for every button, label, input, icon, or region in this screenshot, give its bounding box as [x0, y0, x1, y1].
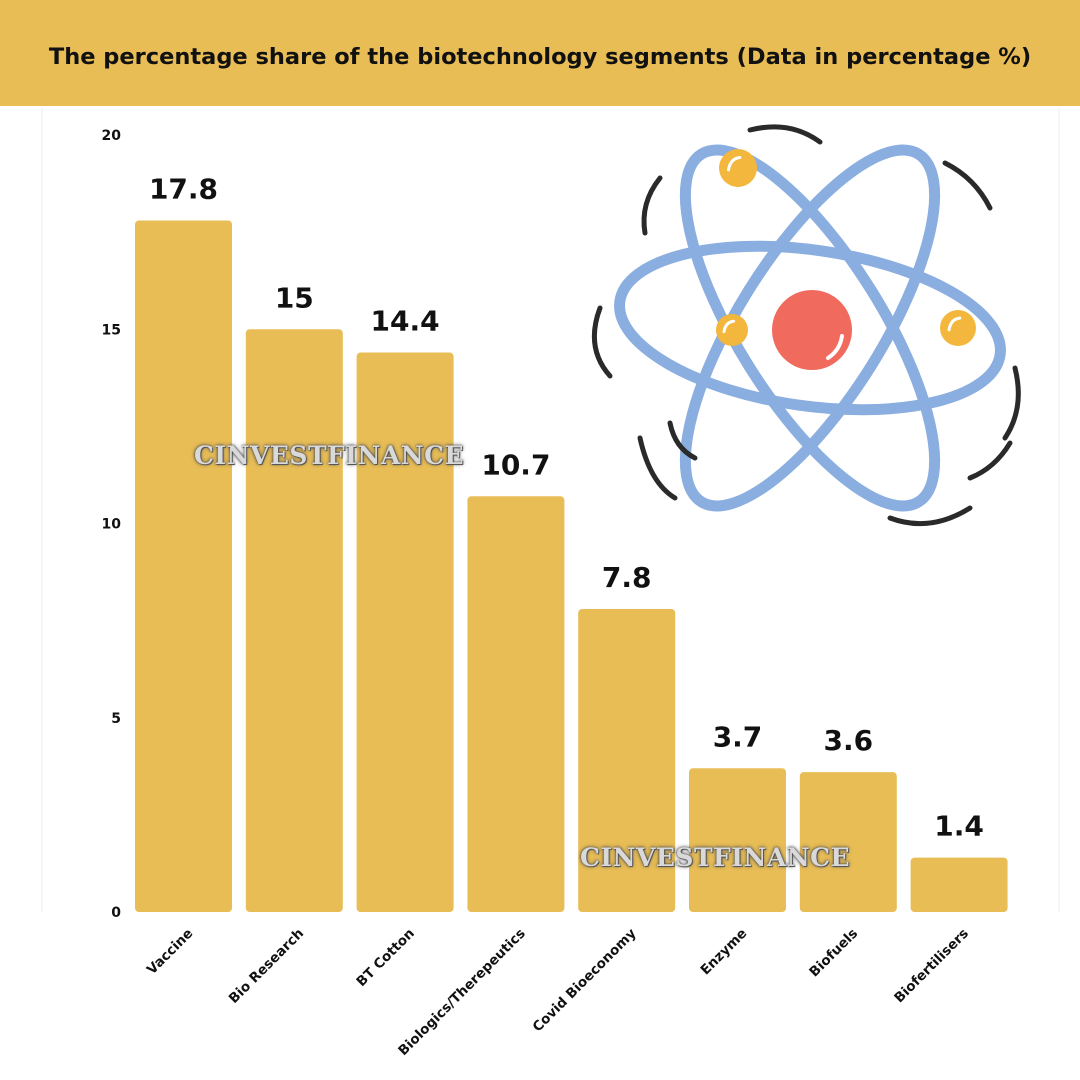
motion-mark [967, 440, 1013, 481]
data-label: 3.6 [823, 724, 873, 757]
atom-electron [940, 310, 976, 346]
watermark: CINVESTFINANCE [580, 843, 851, 872]
atom-orbit [679, 144, 941, 512]
atom-electron [716, 314, 748, 346]
nucleus-highlight [826, 334, 844, 360]
electron-highlight [727, 156, 742, 172]
motion-mark [1002, 365, 1021, 441]
data-label: 17.8 [149, 172, 218, 205]
x-tick-label: Vaccine [144, 926, 196, 978]
electron-highlight [722, 319, 736, 334]
data-label: 14.4 [371, 305, 440, 338]
y-tick-label: 5 [111, 711, 121, 727]
atom-electron [719, 149, 757, 187]
atom-orbit [679, 144, 941, 512]
y-tick-label: 20 [102, 128, 122, 144]
x-tick-label: BT Cotton [353, 926, 417, 990]
bar [910, 857, 1008, 912]
data-label: 15 [275, 281, 314, 314]
x-tick-label: Bio Research [226, 926, 307, 1007]
bar [689, 768, 786, 912]
bar [578, 608, 676, 912]
watermark: CINVESTFINANCE [194, 441, 465, 470]
y-tick-label: 10 [102, 517, 122, 533]
electron-highlight [947, 316, 962, 332]
bar-chart: 0 5 10 15 20 17.8 15 14.4 10.7 7.8 3.7 3.6 1.4 Vacc… [41, 108, 1060, 1059]
motion-mark [637, 435, 678, 501]
motion-mark [942, 160, 993, 211]
bar [799, 772, 897, 912]
y-tick-label: 15 [102, 322, 121, 338]
x-tick-label: Covid Bioeconomy [530, 925, 640, 1035]
bar [356, 352, 454, 912]
x-tick-label: Biologics/Therepeutics [395, 926, 528, 1059]
bar [245, 329, 343, 912]
motion-mark [887, 505, 973, 527]
atom-nucleus [772, 290, 852, 370]
data-label: 1.4 [934, 810, 984, 843]
data-label: 7.8 [602, 561, 652, 594]
atom-orbit [614, 240, 1006, 416]
motion-mark [591, 305, 613, 379]
bar [135, 220, 232, 913]
x-tick-label: Enzyme [697, 926, 750, 979]
motion-mark [641, 175, 663, 236]
y-tick-label: 0 [111, 905, 121, 921]
data-label: 3.7 [713, 720, 763, 753]
bar [467, 496, 565, 912]
x-tick-label: Biofuels [806, 926, 861, 981]
data-label: 10.7 [481, 448, 550, 481]
motion-mark [667, 420, 698, 461]
atom-icon [591, 124, 1021, 527]
chart-header: The percentage share of the biotechnolog… [0, 0, 1080, 106]
chart-title: The percentage share of the biotechnolog… [48, 44, 1032, 70]
motion-mark [747, 124, 823, 145]
x-tick-label: Biofertilisers [891, 926, 972, 1007]
